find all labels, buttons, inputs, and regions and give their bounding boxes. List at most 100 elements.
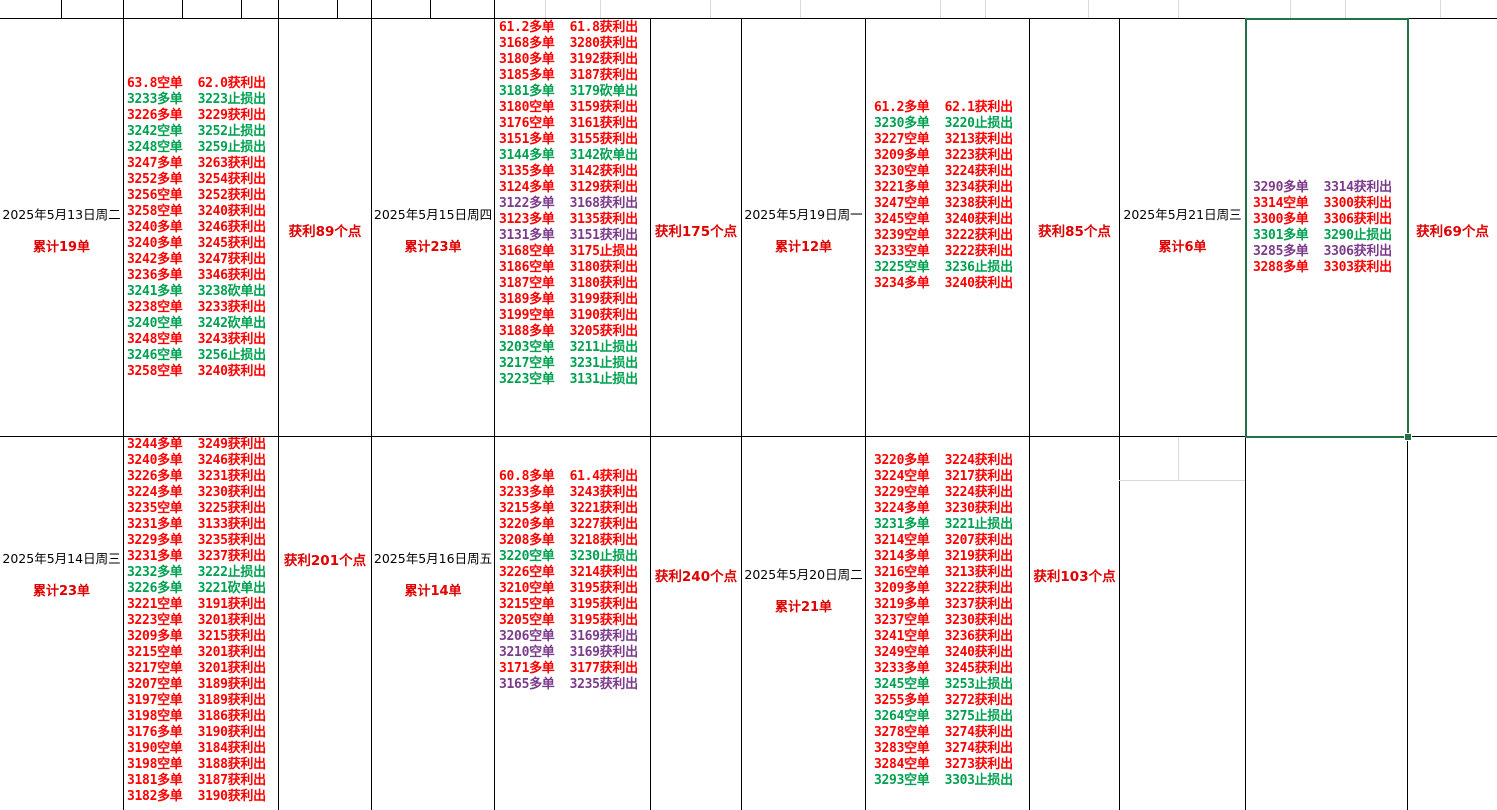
trade-close: 3151获利出: [569, 228, 639, 243]
trade-close: 3230获利出: [197, 485, 267, 500]
profit-label[interactable]: 获利175个点: [654, 224, 738, 240]
trade-list[interactable]: 3290多单 3314获利出 3314空单 3300获利出 3300多单 3306获…: [1253, 180, 1392, 276]
trade-open: 3209多单: [127, 629, 183, 644]
date-label[interactable]: 2025年5月19日周一: [744, 207, 863, 222]
trade-open: 3215空单: [127, 645, 183, 660]
trade-close: 3259止损出: [197, 140, 267, 155]
trade-row: 3256空单 3252获利出: [127, 188, 266, 204]
order-count: 累计12单: [774, 240, 833, 255]
trade-close: 3300获利出: [1323, 196, 1393, 211]
trade-close: 3201获利出: [197, 645, 267, 660]
trade-row: 3231多单 3221止损出: [874, 517, 1013, 533]
date-label[interactable]: 2025年5月13日周二: [2, 207, 121, 222]
trade-row: 3171多单 3177获利出: [499, 661, 638, 677]
trade-row: 3220多单 3224获利出: [874, 453, 1013, 469]
trade-close: 3231获利出: [197, 469, 267, 484]
trade-close: 3184获利出: [197, 741, 267, 756]
grid-line: [1119, 18, 1120, 810]
trade-list[interactable]: 63.8空单 62.0获利出 3233多单 3223止损出 3226多单 3229获…: [127, 76, 266, 380]
fill-handle[interactable]: [1404, 433, 1412, 441]
trade-close: 3256止损出: [197, 348, 267, 363]
trade-open: 3181多单: [127, 773, 183, 788]
trade-open: 3264空单: [874, 709, 930, 724]
trade-row: 3239空单 3222获利出: [874, 228, 1013, 244]
trade-row: 3215空单 3195获利出: [499, 597, 638, 613]
date-label[interactable]: 2025年5月14日周三: [2, 551, 121, 566]
trade-close: 3245获利出: [197, 236, 267, 251]
trade-list[interactable]: 61.2多单 62.1获利出 3230多单 3220止损出 3227空单 3213获…: [874, 100, 1013, 292]
trade-open: 3314空单: [1253, 196, 1309, 211]
trade-close: 3306获利出: [1323, 244, 1393, 259]
trade-open: 3188多单: [499, 324, 555, 339]
date-label[interactable]: 2025年5月21日周三: [1123, 207, 1242, 222]
trade-row: 3224空单 3217获利出: [874, 469, 1013, 485]
trade-list[interactable]: 61.2多单 61.8获利出 3168多单 3280获利出 3180多单 3192获…: [499, 20, 638, 388]
trade-row: 3248空单 3243获利出: [127, 332, 266, 348]
trade-open: 3240多单: [127, 453, 183, 468]
trade-open: 3171多单: [499, 661, 555, 676]
trade-list[interactable]: 3220多单 3224获利出 3224空单 3217获利出 3229空单 3224获…: [874, 453, 1013, 789]
trade-row: 61.2多单 61.8获利出: [499, 20, 638, 36]
trade-close: 3306获利出: [1323, 212, 1393, 227]
trade-row: 3285多单 3306获利出: [1253, 244, 1392, 260]
trade-open: 3239空单: [874, 228, 930, 243]
trade-open: 3240空单: [127, 316, 183, 331]
order-count: 累计6单: [1158, 240, 1207, 255]
trade-open: 3226多单: [127, 469, 183, 484]
trade-row: 3185多单 3187获利出: [499, 68, 638, 84]
trade-row: 3233多单 3245获利出: [874, 661, 1013, 677]
profit-label[interactable]: 获利240个点: [654, 569, 738, 585]
trade-close: 3223获利出: [944, 148, 1014, 163]
trade-close: 61.8获利出: [569, 20, 639, 35]
trade-row: 3209多单 3215获利出: [127, 629, 266, 645]
trade-row: 3246空单 3256止损出: [127, 348, 266, 364]
trade-open: 3168空单: [499, 244, 555, 259]
trade-row: 3223空单 3131止损出: [499, 372, 638, 388]
trade-open: 3219多单: [874, 597, 930, 612]
trade-open: 3255多单: [874, 693, 930, 708]
trade-open: 3288多单: [1253, 260, 1309, 275]
trade-row: 3245空单 3240获利出: [874, 212, 1013, 228]
profit-label[interactable]: 获利85个点: [1038, 224, 1111, 240]
trade-open: 3283空单: [874, 741, 930, 756]
trade-open: 3186空单: [499, 260, 555, 275]
trade-row: 3197空单 3189获利出: [127, 693, 266, 709]
trade-open: 3124多单: [499, 180, 555, 195]
date-label[interactable]: 2025年5月20日周二: [744, 567, 863, 582]
profit-label[interactable]: 获利103个点: [1033, 569, 1116, 585]
trade-close: 3217获利出: [944, 469, 1014, 484]
trade-open: 3226多单: [127, 108, 183, 123]
trade-close: 3229获利出: [197, 108, 267, 123]
trade-close: 3169获利出: [569, 629, 639, 644]
trade-close: 3155获利出: [569, 132, 639, 147]
trade-row: 3248空单 3259止损出: [127, 140, 266, 156]
trade-list[interactable]: 3244多单 3249获利出 3240多单 3246获利出 3226多单 3231获…: [127, 437, 266, 805]
trade-close: 3161获利出: [569, 116, 639, 131]
profit-label[interactable]: 获利201个点: [283, 553, 367, 569]
trade-close: 3131止损出: [569, 372, 639, 387]
trade-list[interactable]: 60.8多单 61.4获利出 3233多单 3243获利出 3215多单 3221获…: [499, 469, 638, 693]
trade-close: 3246获利出: [197, 220, 267, 235]
trade-open: 3217空单: [499, 356, 555, 371]
profit-label[interactable]: 获利69个点: [1416, 224, 1489, 240]
trade-close: 3240获利出: [197, 364, 267, 379]
date-label[interactable]: 2025年5月16日周五: [373, 551, 493, 566]
trade-close: 3234获利出: [944, 180, 1014, 195]
trade-row: 3226多单 3221砍单出: [127, 581, 266, 597]
trade-close: 3275止损出: [944, 709, 1014, 724]
grid-line: [0, 436, 1497, 437]
trade-row: 3203空单 3211止损出: [499, 340, 638, 356]
trade-row: 3217空单 3201获利出: [127, 661, 266, 677]
trade-open: 3209多单: [874, 148, 930, 163]
trade-close: 3249获利出: [197, 437, 267, 452]
trade-row: 3238空单 3233获利出: [127, 300, 266, 316]
trade-row: 3223空单 3201获利出: [127, 613, 266, 629]
trade-close: 3303获利出: [1323, 260, 1393, 275]
date-label[interactable]: 2025年5月15日周四: [373, 207, 493, 222]
order-count: 累计23单: [32, 584, 91, 599]
trade-open: 3190空单: [127, 741, 183, 756]
trade-close: 62.1获利出: [944, 100, 1014, 115]
profit-label[interactable]: 获利89个点: [288, 224, 362, 240]
trade-row: 3221多单 3234获利出: [874, 180, 1013, 196]
selected-cell[interactable]: [1245, 18, 1409, 438]
